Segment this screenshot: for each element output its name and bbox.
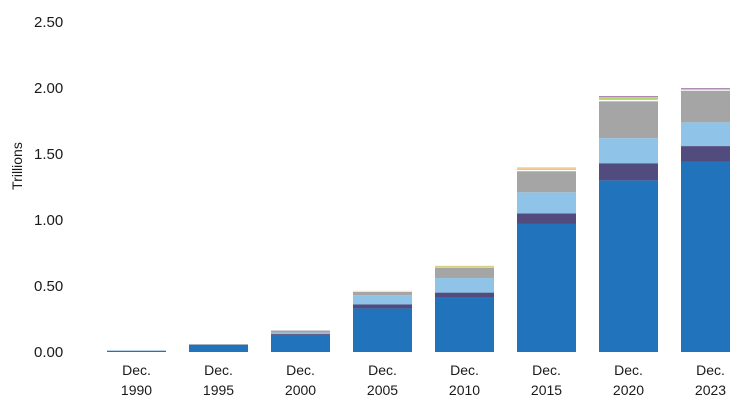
bar-segment	[435, 266, 494, 268]
bar-segment	[599, 163, 658, 181]
bar-segment	[435, 297, 494, 352]
bar-segment	[517, 213, 576, 224]
bar-segment	[517, 223, 576, 352]
bar-segment	[271, 334, 330, 352]
bars	[107, 88, 730, 352]
bar-segment	[189, 344, 248, 345]
bar-segment	[517, 168, 576, 170]
bar-segment	[353, 290, 412, 292]
category-label: Dec. 2015	[531, 362, 562, 398]
bar-segment	[681, 161, 730, 352]
bar-segment	[107, 350, 166, 352]
bar-segment	[681, 90, 730, 123]
bar-segment	[681, 89, 730, 90]
y-tick-label: 1.00	[34, 212, 63, 229]
bar-segment	[435, 267, 494, 279]
bar-segment	[517, 169, 576, 172]
y-tick-label: 1.50	[34, 146, 63, 163]
bar-segment	[599, 138, 658, 164]
bar-segment	[271, 330, 330, 333]
bar-segment	[189, 345, 248, 352]
bar-segment	[517, 171, 576, 193]
bar-segment	[271, 332, 330, 334]
category-label: Dec. 2005	[367, 362, 398, 398]
bar-segment	[353, 304, 412, 309]
bar-segment	[435, 292, 494, 298]
bar-segment	[189, 344, 248, 346]
bar-segment	[681, 146, 730, 162]
y-tick-label: 2.50	[34, 14, 63, 31]
bar-segment	[681, 88, 730, 89]
bar-segment	[189, 345, 248, 346]
y-tick-label: 0.50	[34, 278, 63, 295]
category-label: Dec. 2010	[449, 362, 480, 398]
bar-segment	[599, 96, 658, 98]
category-label: Dec. 2023	[695, 362, 726, 398]
category-label: Dec. 2000	[285, 362, 316, 398]
category-label: Dec. 1990	[121, 362, 152, 398]
bar-segment	[517, 192, 576, 214]
bar-segment	[353, 291, 412, 292]
bar-segment	[517, 167, 576, 169]
bar-segment	[599, 101, 658, 139]
y-axis-label: Trillions	[9, 142, 25, 190]
bar-segment	[599, 99, 658, 102]
y-tick-label: 2.00	[34, 80, 63, 97]
y-tick-label: 0.00	[34, 344, 63, 361]
bar-segment	[681, 88, 730, 90]
bar-segment	[435, 266, 494, 268]
bar-segment	[353, 308, 412, 352]
y-tick-labels: 0.00 0.50 1.00 1.50 2.00 2.50	[34, 14, 63, 361]
bar-segment	[271, 333, 330, 335]
bar-segment	[435, 265, 494, 267]
bar-segment	[353, 291, 412, 296]
bar-segment	[599, 180, 658, 352]
bar-segment	[681, 122, 730, 147]
category-labels: Dec. 1990 Dec. 1995 Dec. 2000 Dec. 2005 Dec. 2010…	[121, 362, 726, 398]
bar-segment	[599, 97, 658, 98]
bar-segment	[353, 295, 412, 305]
category-label: Dec. 2020	[613, 362, 644, 398]
bar-segment	[435, 278, 494, 293]
bar-segment	[681, 89, 730, 91]
category-label: Dec. 1995	[203, 362, 234, 398]
bar-segment	[599, 97, 658, 100]
